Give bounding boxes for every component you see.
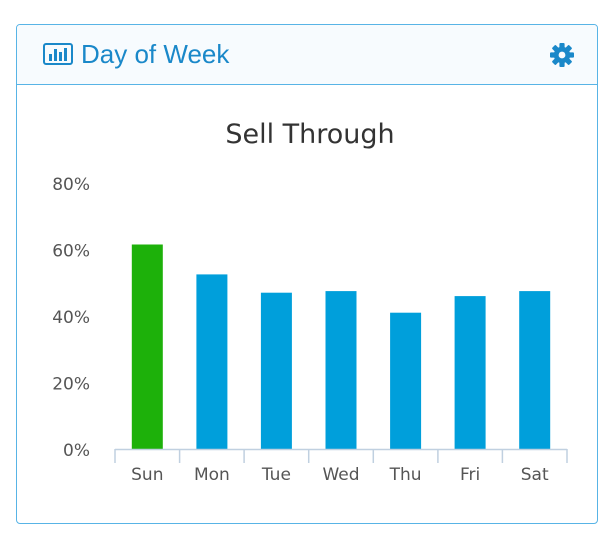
bar-sat[interactable] — [519, 291, 551, 449]
x-tick-label: Sat — [521, 465, 549, 485]
x-tick-label: Sun — [131, 465, 163, 485]
gear-icon[interactable] — [549, 42, 575, 68]
bar-thu[interactable] — [390, 312, 422, 449]
widget-title: Day of Week — [81, 39, 230, 69]
bar-wed[interactable] — [325, 291, 357, 449]
x-tick-label: Wed — [322, 465, 359, 485]
y-tick-label: 40% — [52, 308, 90, 328]
y-tick-label: 60% — [52, 242, 90, 262]
x-tick-label: Tue — [261, 465, 291, 485]
y-tick-label: 20% — [52, 375, 90, 395]
chart-title: Sell Through — [225, 119, 394, 150]
y-tick-label: 80% — [52, 175, 90, 195]
widget-header: Day of Week — [17, 25, 597, 85]
bar-series — [131, 244, 551, 450]
y-axis: 0% 20% 40% 60% 80% — [52, 175, 90, 461]
bar-chart-icon — [43, 43, 73, 65]
bar-sun[interactable] — [131, 244, 163, 450]
bar-fri[interactable] — [454, 296, 486, 449]
y-tick-label: 0% — [63, 441, 90, 461]
x-tick-label: Fri — [460, 465, 480, 485]
day-of-week-widget: Day of Week — [16, 24, 598, 524]
x-tick-label: Mon — [194, 465, 230, 485]
x-axis: Sun Mon Tue Wed Thu Fri Sat — [114, 448, 568, 485]
x-tick-label: Thu — [389, 465, 422, 485]
bar-tue[interactable] — [260, 292, 292, 449]
bar-mon[interactable] — [196, 274, 228, 449]
